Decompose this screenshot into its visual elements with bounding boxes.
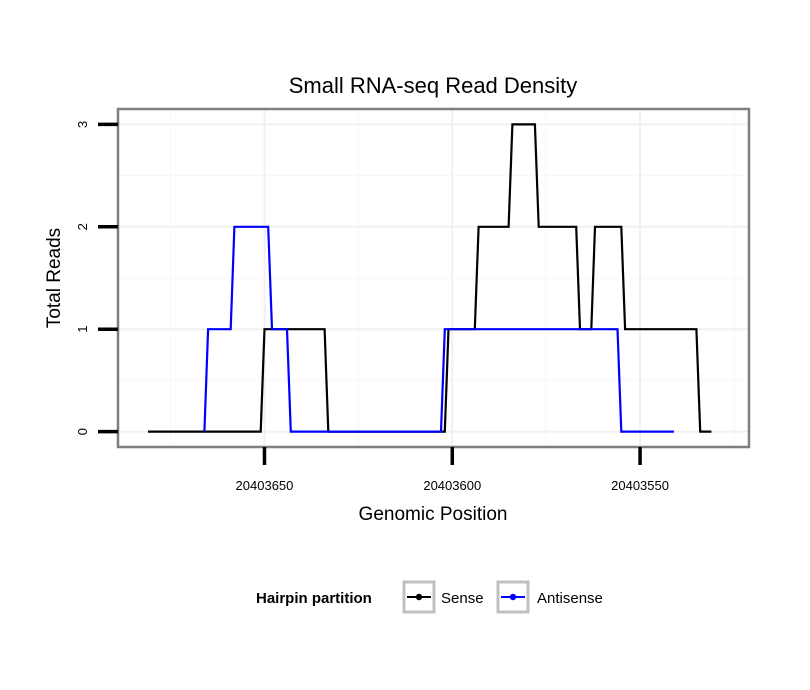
x-tick-label: 20403550 — [611, 478, 669, 493]
series-line-antisense — [203, 225, 674, 433]
x-axis-title: Genomic Position — [359, 504, 508, 525]
x-tick-label: 20403650 — [236, 478, 294, 493]
y-tick-label: 2 — [75, 223, 90, 230]
chart-title: Small RNA-seq Read Density — [289, 73, 578, 98]
series-layer — [148, 123, 712, 433]
legend: Hairpin partition Sense Antisense — [256, 580, 603, 614]
legend-label-sense: Sense — [441, 590, 484, 607]
x-tick-label: 20403600 — [423, 478, 481, 493]
grid-lines — [118, 109, 749, 447]
y-axis-title: Total Reads — [44, 228, 65, 328]
legend-label-antisense: Antisense — [537, 590, 603, 607]
legend-title: Hairpin partition — [256, 590, 372, 607]
y-tick-label: 1 — [75, 326, 90, 333]
plot-panel-border — [116, 107, 751, 449]
y-tick-label: 0 — [75, 428, 90, 435]
y-axis: 0 1 2 3 — [75, 121, 118, 435]
legend-key-sense-point — [415, 593, 423, 601]
x-axis: 20403650 20403600 20403550 — [236, 447, 669, 493]
legend-key-antisense-point — [509, 593, 517, 601]
y-tick-label: 3 — [75, 121, 90, 128]
